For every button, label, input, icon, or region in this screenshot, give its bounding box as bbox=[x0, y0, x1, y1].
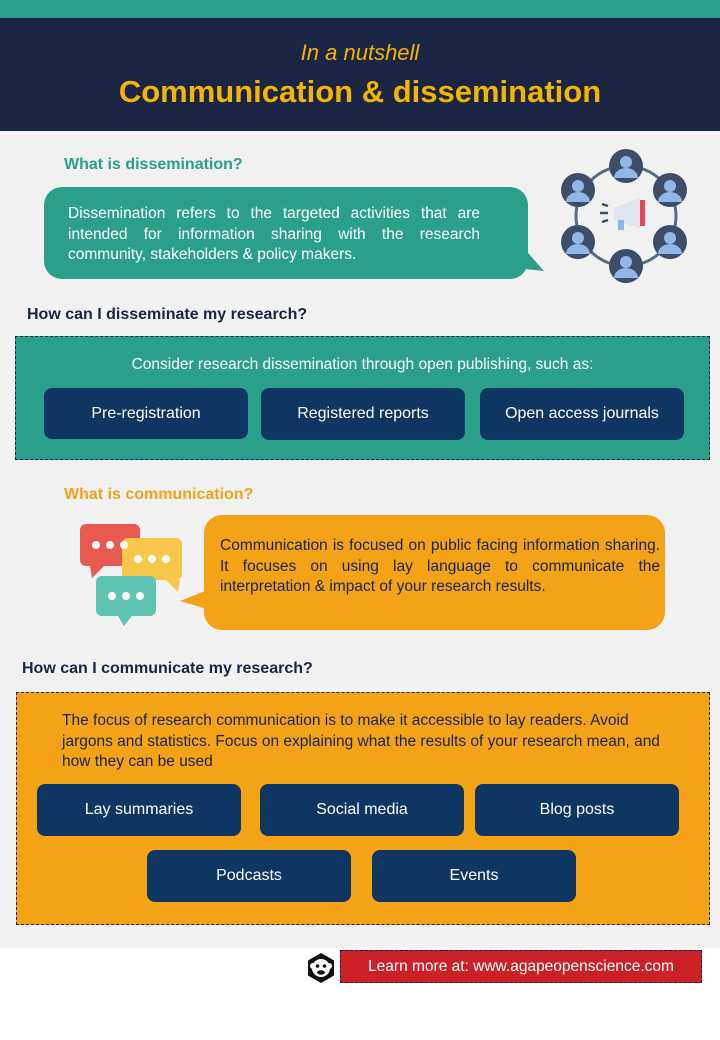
learn-more-link[interactable]: Learn more at: www.agapeopenscience.com bbox=[340, 950, 702, 983]
pill-open-access-journals[interactable]: Open access journals bbox=[480, 388, 684, 440]
dissemination-answer: Dissemination refers to the targeted act… bbox=[68, 205, 480, 263]
pill-social-media[interactable]: Social media bbox=[260, 784, 464, 836]
pill-lay-summaries[interactable]: Lay summaries bbox=[37, 784, 241, 836]
communicate-how-question: How can I communicate my research? bbox=[22, 660, 313, 677]
pill-registered-reports[interactable]: Registered reports bbox=[261, 388, 465, 440]
page-title: Communication & dissemination bbox=[118, 74, 602, 109]
communication-answer: Communication is focused on public facin… bbox=[220, 537, 660, 595]
pill-blog-posts[interactable]: Blog posts bbox=[475, 784, 679, 836]
top-stripe bbox=[0, 0, 720, 18]
dissemination-bubble-shape bbox=[44, 187, 544, 279]
communicate-lead: The focus of research communication is t… bbox=[62, 712, 660, 770]
pill-podcasts[interactable]: Podcasts bbox=[147, 850, 351, 902]
monkey-logo-icon bbox=[308, 953, 334, 983]
network-megaphone-icon bbox=[561, 149, 687, 283]
dissemination-question: What is dissemination? bbox=[64, 156, 243, 173]
disseminate-how-question: How can I disseminate my research? bbox=[27, 306, 308, 323]
disseminate-lead: Consider research dissemination through … bbox=[131, 356, 594, 373]
pill-pre-registration[interactable]: Pre-registration bbox=[44, 388, 248, 439]
communication-bubble-shape bbox=[180, 515, 665, 630]
pill-events[interactable]: Events bbox=[372, 850, 576, 902]
chat-bubbles-icon bbox=[80, 524, 182, 626]
communication-question: What is communication? bbox=[64, 486, 254, 503]
header-subtitle: In a nutshell bbox=[300, 40, 420, 65]
header-banner: In a nutshell Communication & disseminat… bbox=[0, 18, 720, 131]
